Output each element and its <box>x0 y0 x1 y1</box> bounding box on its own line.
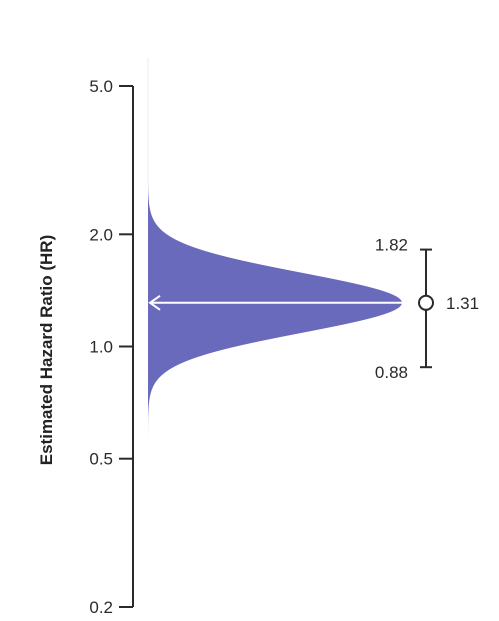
y-tick-label: 0.2 <box>89 598 113 617</box>
hr-density-area <box>148 180 402 450</box>
ci-point-estimate-marker <box>418 294 434 311</box>
confidence-interval: 1.82 0.88 1.31 <box>375 236 479 383</box>
y-axis-label: Estimated Hazard Ratio (HR) <box>37 235 56 465</box>
ci-lower-label: 0.88 <box>375 363 408 382</box>
arrow-head <box>148 294 161 311</box>
y-tick-label: 0.5 <box>89 450 113 469</box>
y-tick-label: 2.0 <box>89 225 113 244</box>
y-tick-label: 5.0 <box>89 77 113 96</box>
ci-point-label: 1.31 <box>446 294 479 313</box>
y-tick-label: 1.0 <box>89 338 113 357</box>
ci-upper-label: 1.82 <box>375 236 408 255</box>
y-ticks: 5.0 2.0 1.0 0.5 0.2 <box>89 77 133 617</box>
point-estimate-arrow <box>148 294 402 311</box>
